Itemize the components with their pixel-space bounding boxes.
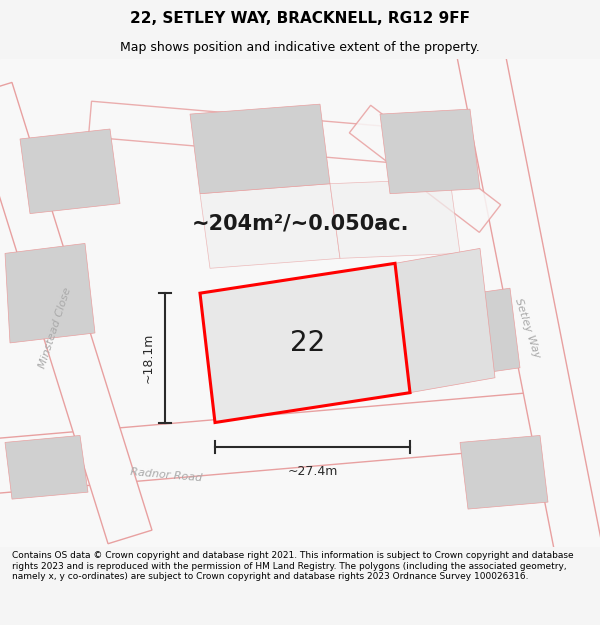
- Polygon shape: [0, 82, 152, 544]
- Polygon shape: [5, 436, 88, 499]
- Text: Radnor Road: Radnor Road: [130, 467, 203, 483]
- Polygon shape: [349, 105, 500, 232]
- Polygon shape: [380, 109, 480, 194]
- Polygon shape: [20, 129, 120, 214]
- Text: Map shows position and indicative extent of the property.: Map shows position and indicative extent…: [120, 41, 480, 54]
- Text: Minstead Close: Minstead Close: [37, 286, 73, 370]
- Text: ~18.1m: ~18.1m: [142, 332, 155, 383]
- Text: 22: 22: [290, 329, 326, 357]
- Polygon shape: [460, 436, 548, 509]
- Polygon shape: [457, 45, 600, 561]
- Text: Contains OS data © Crown copyright and database right 2021. This information is : Contains OS data © Crown copyright and d…: [12, 551, 574, 581]
- Polygon shape: [440, 288, 520, 378]
- Polygon shape: [200, 184, 340, 268]
- Text: ~204m²/~0.050ac.: ~204m²/~0.050ac.: [191, 214, 409, 234]
- Text: Setley Way: Setley Way: [512, 297, 541, 359]
- Polygon shape: [5, 243, 95, 343]
- Polygon shape: [190, 104, 330, 194]
- Polygon shape: [395, 248, 495, 392]
- Polygon shape: [200, 263, 410, 422]
- Polygon shape: [0, 390, 562, 494]
- Polygon shape: [0, 59, 600, 547]
- Text: ~27.4m: ~27.4m: [287, 465, 338, 478]
- Polygon shape: [88, 101, 442, 167]
- Polygon shape: [330, 179, 460, 258]
- Text: 22, SETLEY WAY, BRACKNELL, RG12 9FF: 22, SETLEY WAY, BRACKNELL, RG12 9FF: [130, 11, 470, 26]
